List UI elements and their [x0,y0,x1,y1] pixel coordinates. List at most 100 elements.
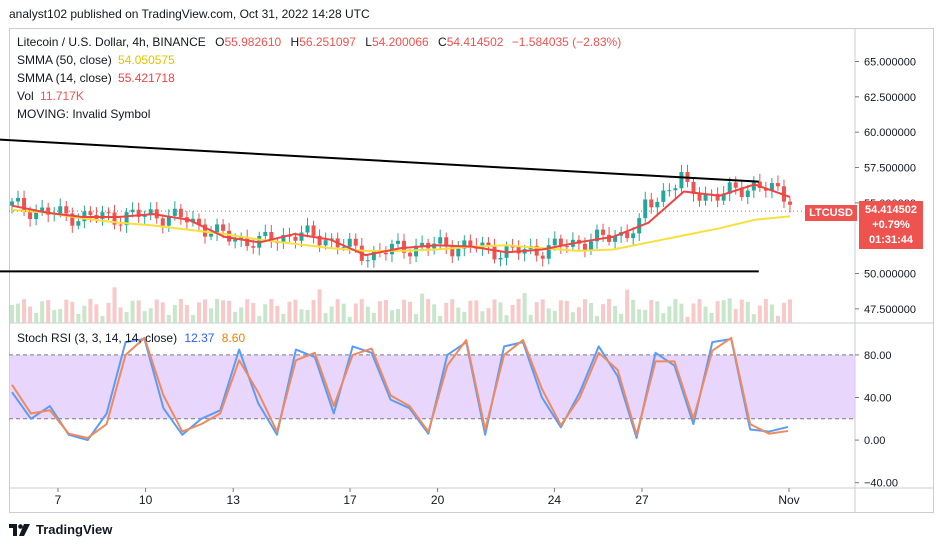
volume-bar [395,309,400,323]
volume-bar [359,299,364,323]
volume-bar [202,299,207,323]
candle-body [516,246,521,254]
volume-bar [613,305,618,323]
candle-body [757,181,762,188]
volume-bar [739,299,744,323]
candle-body [353,238,358,246]
volume-bar [166,315,171,323]
volume-bar [160,302,165,323]
volume-bar [281,313,286,323]
volume-bar [697,299,702,323]
candle-body [341,246,346,248]
price-legend: Litecoin / U.S. Dollar, 4h, BINANCE O55.… [17,33,621,123]
legend-title: Litecoin / U.S. Dollar, 4h, BINANCE [17,35,206,49]
volume-bar [552,310,557,323]
candle-body [679,172,684,189]
volume-bar [745,301,750,323]
smma14-label: SMMA (14, close) [17,71,112,85]
volume-bar [209,308,214,323]
volume-bar [601,304,606,323]
legend-row-ohlc: Litecoin / U.S. Dollar, 4h, BINANCE O55.… [17,33,621,51]
volume-bar [637,309,642,323]
candle-body [649,199,654,208]
candle-body [88,211,93,215]
volume-bar [757,305,762,323]
stoch-axis: 80.00 40.00 0.00 −40.00 [855,350,898,490]
volume-bar [215,299,220,323]
candle-body [347,238,352,247]
volume-bar [142,311,147,323]
candle-body [402,240,407,253]
volume-bar [335,299,340,323]
time-tick-label: 7 [55,493,62,507]
volume-bar [522,293,527,323]
volume-bar [251,302,256,323]
volume-bar [16,303,21,323]
price-badge: 54.414502 +0.79% 01:31:44 [859,201,923,249]
smma50-value: 54.050575 [118,53,175,67]
smma50-polyline [11,208,791,252]
candle-body [281,235,286,244]
candle-body [691,181,696,194]
volume-bar [233,312,238,323]
volume-bar [420,293,425,323]
price-tick-label: 62.500000 [864,92,916,104]
volume-bar [365,306,370,323]
price-badge-change: +0.79% [872,219,910,231]
volume-bar [426,299,431,323]
candle-body [160,218,165,226]
candle-body [395,240,400,244]
open-value: 55.982610 [224,35,282,49]
candle-body [70,213,75,226]
volume-bar [781,302,786,323]
tradingview-logo-icon [9,523,30,536]
volume-bar [444,302,449,323]
volume-bar [190,314,195,323]
volume-bar [76,314,81,323]
volume-bar [534,302,539,323]
candle-body [196,218,201,225]
volume-bar [667,306,672,323]
volume-bar [631,299,636,323]
stoch-legend: Stoch RSI (3, 3, 14, 14, close) 12.37 8.… [17,329,245,347]
candle-body [456,248,461,257]
candle-body [601,229,606,235]
volume-bar [456,307,461,323]
footer-brand[interactable]: TradingView [9,522,112,537]
volume-bar [46,300,51,323]
candle-body [510,246,515,248]
stoch-panel [9,336,855,442]
candle-body [299,232,304,241]
volume-bar [432,304,437,323]
volume-bar [221,300,226,323]
candle-body [462,240,467,249]
volume-bar [94,304,99,323]
volume-bar [619,313,624,323]
volume-bar [82,305,87,323]
candle-body [751,181,756,191]
price-tick-label: 60.000000 [864,127,916,139]
candle-body [130,209,135,213]
candle-body [420,242,425,246]
volume-bar [112,287,117,323]
volume-bar [655,301,660,323]
volume-bar [58,309,63,323]
candle-body [661,190,666,202]
candle-body [631,233,636,239]
price-tick-label: 47.500000 [864,304,916,316]
volume-bar [408,301,413,323]
candle-body [215,224,220,234]
candle-body [28,210,33,220]
volume-bar [510,304,515,323]
volume-bar [64,299,69,323]
candle-body [305,225,310,233]
volume-bar [625,289,630,323]
legend-row-smma50: SMMA (50, close) 54.050575 [17,51,621,69]
candle-body [317,235,322,246]
candle-body [625,232,630,239]
volume-bar [462,311,467,323]
stoch-d-line [11,336,789,439]
volume-bar [52,310,57,323]
volume-bar [323,313,328,323]
